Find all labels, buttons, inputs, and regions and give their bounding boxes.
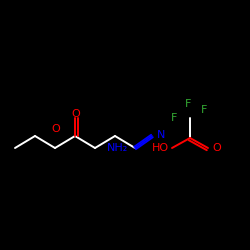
Text: HO: HO (152, 143, 169, 153)
Text: O: O (212, 143, 221, 153)
Text: F: F (171, 113, 177, 123)
Text: NH₂: NH₂ (106, 143, 128, 153)
Text: O: O (52, 124, 60, 134)
Text: F: F (201, 105, 207, 115)
Text: N: N (157, 130, 166, 140)
Text: O: O (72, 109, 80, 119)
Text: F: F (185, 99, 191, 109)
